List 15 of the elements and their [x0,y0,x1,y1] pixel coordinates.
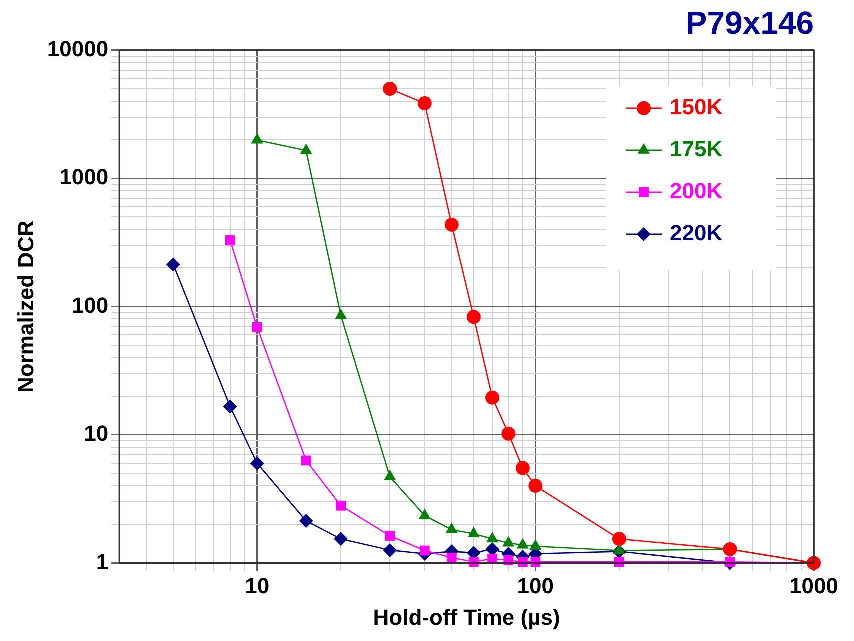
y-axis-title: Normalized DCR [13,220,38,393]
x-tick-label: 100 [517,573,554,598]
x-tick-label: 10 [245,573,270,598]
y-tick-label: 1000 [60,164,109,190]
legend-label: 150K [670,94,723,120]
y-tick-label: 10 [84,421,109,446]
y-tick-label: 100 [72,292,109,318]
chart-title: P79x146 [686,5,814,42]
legend-label: 220K [670,220,723,246]
legend-label: 200K [670,178,723,204]
y-tick-label: 10000 [47,36,109,62]
x-tick-label: 1000 [790,573,838,598]
x-axis-title: Hold-off Time (µs) [373,604,560,630]
y-tick-label: 1 [96,549,109,574]
legend-label: 175K [670,136,723,162]
